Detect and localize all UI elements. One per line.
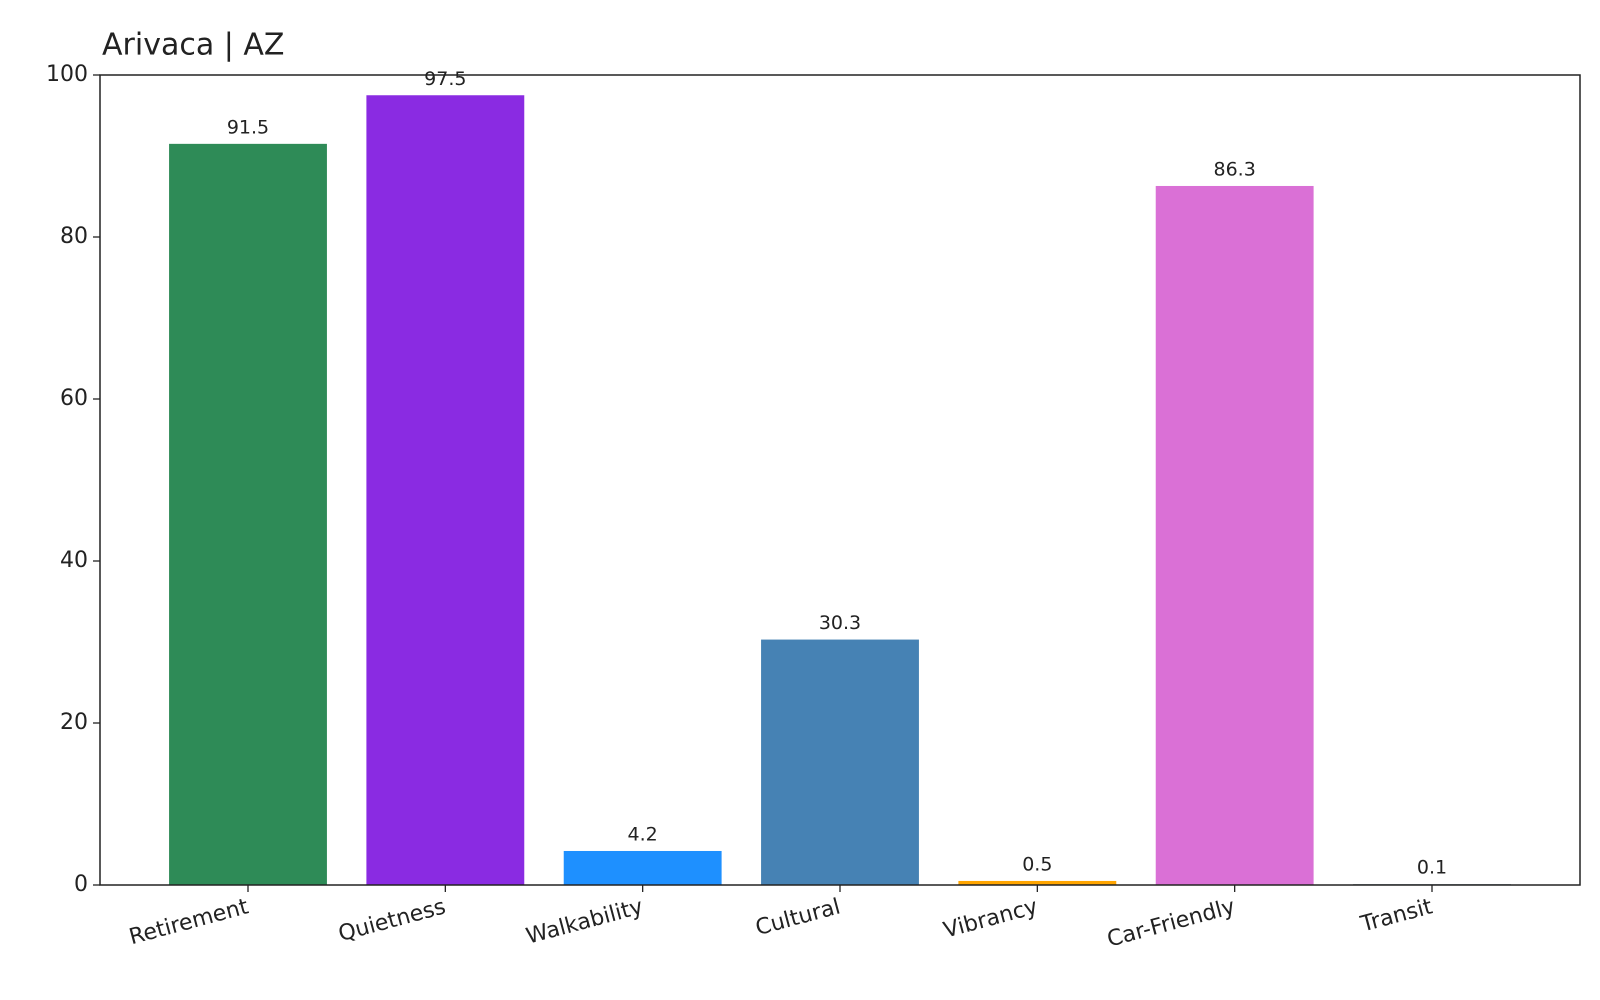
bar	[169, 143, 327, 886]
value-label: 97.5	[424, 68, 466, 90]
chart-title: Arivaca | AZ	[102, 28, 284, 63]
bar	[366, 95, 525, 885]
y-tick-label: 0	[74, 872, 88, 897]
value-label: 0.1	[1417, 857, 1447, 879]
bar	[563, 850, 722, 885]
bar	[958, 880, 1117, 885]
y-tick-label: 100	[46, 62, 88, 87]
value-label: 4.2	[628, 823, 658, 845]
y-tick-label: 80	[60, 224, 88, 249]
value-label: 0.5	[1022, 853, 1052, 875]
bar	[761, 639, 919, 885]
y-tick-label: 40	[60, 548, 88, 573]
plot-frame	[99, 74, 1581, 886]
value-label: 86.3	[1214, 158, 1256, 180]
y-tick-label: 60	[60, 386, 88, 411]
y-tick-label: 20	[60, 710, 88, 735]
bar	[1155, 185, 1314, 886]
value-label: 30.3	[819, 612, 861, 634]
value-label: 91.5	[227, 116, 269, 138]
